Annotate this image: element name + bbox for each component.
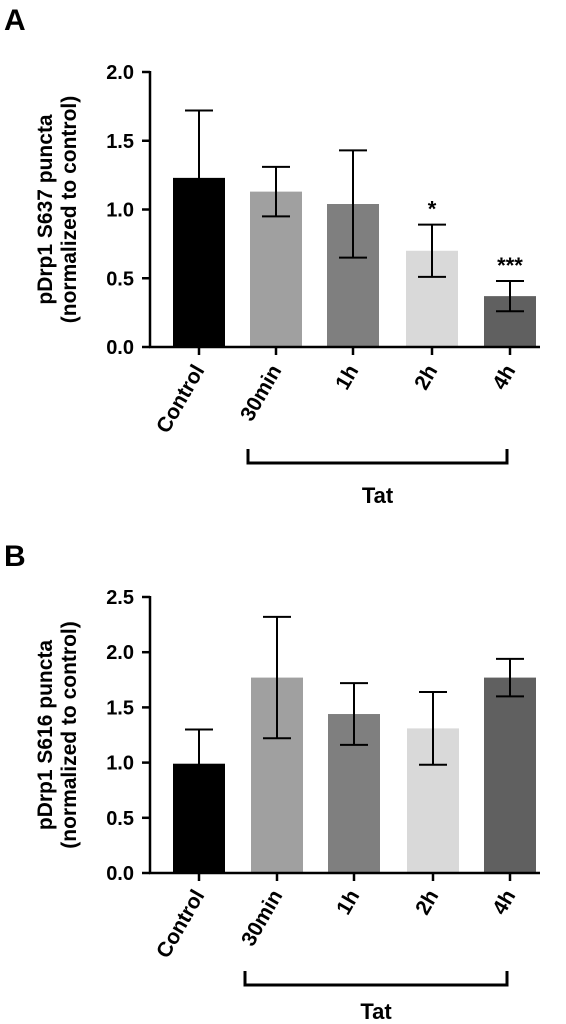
y-tick-label: 1.5 [106, 697, 134, 719]
y-axis-title: pDrp1 S616 puncta [34, 640, 57, 831]
x-tick-label-30min: 30min [237, 886, 287, 950]
significance-marker: * [428, 197, 437, 222]
x-tick-label-2h: 2h [410, 361, 442, 394]
y-tick-label: 1.0 [106, 200, 134, 222]
x-tick-label-1h: 1h [331, 361, 363, 394]
x-tick-label-2h: 2h [411, 886, 443, 919]
group-bracket [246, 449, 509, 465]
y-tick-label: 1.0 [106, 753, 134, 775]
y-tick-label: 2.0 [106, 642, 134, 664]
y-tick-label: 0.5 [106, 268, 134, 290]
y-tick-label: 0.5 [106, 808, 134, 830]
y-tick-label: 2.5 [106, 587, 134, 609]
x-tick-label-control: Control [152, 886, 209, 962]
significance-marker: *** [497, 253, 523, 278]
group-bracket [243, 971, 509, 987]
x-tick-label-control: Control [152, 361, 209, 437]
group-bracket-label: Tat [360, 999, 392, 1024]
x-tick-label-4h: 4h [488, 361, 520, 394]
panel-letter: B [4, 540, 26, 573]
y-axis-subtitle: (normalized to control) [58, 621, 81, 849]
group-bracket-label: Tat [362, 483, 394, 508]
bar-4h [484, 677, 536, 873]
y-tick-label: 0.0 [106, 337, 134, 359]
x-tick-label-4h: 4h [488, 886, 520, 919]
y-tick-label: 1.5 [106, 131, 134, 153]
y-axis-title: pDrp1 S637 puncta [34, 114, 57, 305]
x-tick-label-30min: 30min [236, 361, 286, 425]
panel-letter: A [4, 4, 26, 37]
x-tick-label-1h: 1h [332, 886, 364, 919]
bar-30min [250, 191, 302, 347]
y-axis-subtitle: (normalized to control) [58, 96, 81, 324]
y-tick-label: 0.0 [106, 863, 134, 885]
y-tick-label: 2.0 [106, 62, 134, 84]
